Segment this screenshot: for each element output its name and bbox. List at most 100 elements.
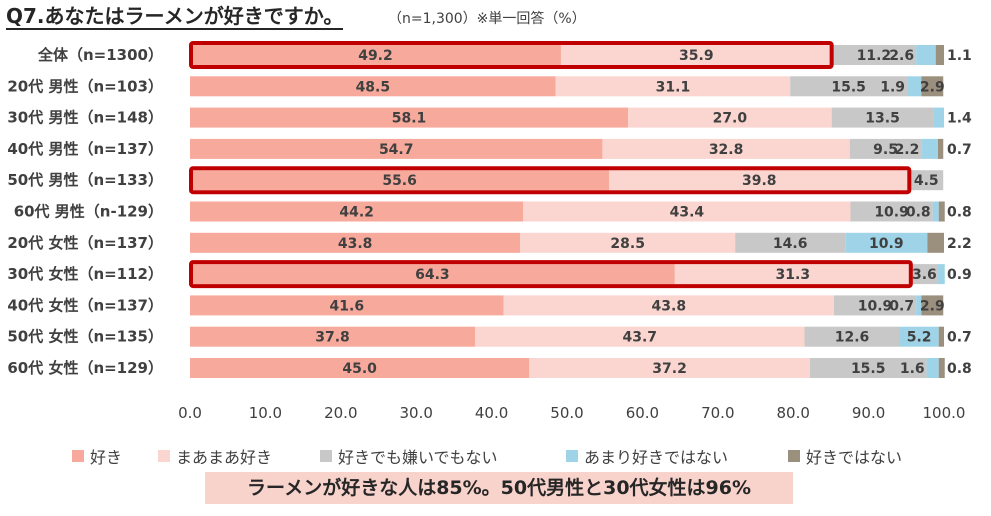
- bar-segment: [845, 232, 928, 253]
- bar-segment: [190, 232, 521, 253]
- data-label: 10.9: [869, 236, 904, 252]
- data-label: 1.9: [880, 79, 905, 95]
- bar-segment: [190, 264, 675, 285]
- data-label: 2.6: [889, 48, 914, 64]
- data-label: 13.5: [865, 111, 900, 127]
- category-label: 20代 女性（n=137）: [7, 234, 163, 252]
- data-label: 0.7: [947, 330, 972, 346]
- data-label: 27.0: [713, 111, 748, 127]
- category-label: 30代 女性（n=112）: [7, 265, 163, 283]
- x-tick-label: 90.0: [852, 404, 885, 422]
- data-label: 44.2: [339, 205, 374, 221]
- x-tick-label: 80.0: [776, 404, 809, 422]
- bar-segment: [190, 295, 504, 316]
- data-label: 0.8: [906, 205, 931, 221]
- data-label: 0.7: [947, 142, 972, 158]
- bar-segment: [910, 264, 938, 285]
- bar-segment: [555, 76, 791, 97]
- bar-segment: [916, 295, 922, 316]
- x-tick-label: 100.0: [923, 404, 966, 422]
- bar-segment: [831, 45, 917, 65]
- data-label: 5.2: [907, 330, 932, 346]
- bar-segment: [938, 358, 945, 378]
- bar-segment: [190, 170, 610, 191]
- legend-label: 好きではない: [806, 448, 903, 467]
- bar-segment: [850, 201, 933, 222]
- data-label: 12.6: [835, 330, 870, 346]
- legend-item: 好きではない: [788, 444, 902, 468]
- data-label: 0.8: [947, 205, 972, 221]
- bar-segment: [523, 201, 851, 222]
- bar-segment: [790, 76, 908, 97]
- data-label: 32.8: [709, 142, 744, 158]
- bar-segment: [602, 138, 850, 159]
- bar-segment: [529, 358, 810, 378]
- bar-segment: [831, 107, 934, 128]
- data-label: 43.7: [622, 330, 657, 346]
- highlight-box: [189, 260, 913, 289]
- category-label: 40代 男性（n=137）: [7, 140, 163, 158]
- x-tick-label: 0.0: [178, 404, 202, 422]
- data-label: 4.5: [914, 173, 939, 189]
- bar-segment: [628, 107, 832, 128]
- bar-segment: [609, 170, 910, 191]
- x-tick-label: 70.0: [701, 404, 734, 422]
- bar-segment: [735, 232, 846, 253]
- bar-segment: [932, 201, 939, 222]
- data-label: 31.3: [776, 267, 811, 283]
- legend-swatch: [158, 450, 170, 462]
- category-label: 30代 男性（n=148）: [7, 109, 163, 127]
- stacked-bar-chart: 全体（n=1300） 49.2 35.9 11.22.6 1.1 20代 男性（n=103…: [7, 41, 972, 422]
- data-label: 9.5: [873, 142, 898, 158]
- bar-segment: [520, 232, 736, 253]
- bar-segment: [560, 45, 832, 65]
- data-label: 43.8: [652, 298, 687, 314]
- data-label: 10.9: [874, 205, 909, 221]
- data-label: 10.9: [858, 298, 893, 314]
- bar-segment: [937, 138, 944, 159]
- bar-segment: [921, 138, 938, 159]
- legend-swatch: [320, 450, 332, 462]
- bar-segment: [935, 45, 944, 65]
- data-label: 2.9: [920, 79, 945, 95]
- x-tick-label: 40.0: [475, 404, 508, 422]
- legend-item: 好き: [72, 444, 122, 468]
- data-label: 15.5: [851, 361, 886, 377]
- bar-segment: [674, 264, 911, 285]
- bar-segment: [938, 201, 945, 222]
- bar-segment: [927, 232, 944, 253]
- legend-item: あまり好きではない: [566, 444, 728, 468]
- data-label: 45.0: [342, 361, 377, 377]
- data-label: 39.8: [742, 173, 777, 189]
- chart-subtitle: （n=1,300）※単一回答（%）: [388, 11, 586, 27]
- data-label: 64.3: [415, 267, 450, 283]
- bar-segment: [190, 45, 561, 65]
- data-label: 48.5: [356, 79, 391, 95]
- data-label: 2.2: [895, 142, 920, 158]
- legend-swatch: [788, 450, 800, 462]
- data-label: 1.1: [947, 48, 972, 64]
- data-label: 1.6: [900, 361, 925, 377]
- bar-segment: [190, 76, 556, 97]
- data-label: 55.6: [382, 173, 417, 189]
- category-label: 60代 女性（n=129）: [7, 359, 163, 377]
- data-label: 58.1: [392, 111, 427, 127]
- bar-segment: [833, 295, 917, 316]
- data-label: 0.7: [889, 298, 914, 314]
- data-label: 14.6: [773, 236, 808, 252]
- bar-segment: [937, 264, 945, 285]
- x-tick-label: 20.0: [324, 404, 357, 422]
- data-label: 41.6: [330, 298, 365, 314]
- bar-segment: [921, 295, 944, 316]
- category-label: 60代 男性（n-129）: [14, 203, 163, 221]
- data-label: 31.1: [656, 79, 691, 95]
- bar-segment: [907, 76, 922, 97]
- legend-item: まあまあ好き: [158, 444, 272, 468]
- category-label: 50代 女性（n=135）: [7, 328, 163, 346]
- data-label: 28.5: [610, 236, 645, 252]
- bar-segment: [933, 107, 944, 128]
- x-tick-label: 30.0: [399, 404, 432, 422]
- bar-segment: [190, 358, 530, 378]
- bar-segment: [921, 76, 944, 97]
- summary-banner: ラーメンが好きな人は85%。50代男性と30代女性は96%: [205, 472, 793, 504]
